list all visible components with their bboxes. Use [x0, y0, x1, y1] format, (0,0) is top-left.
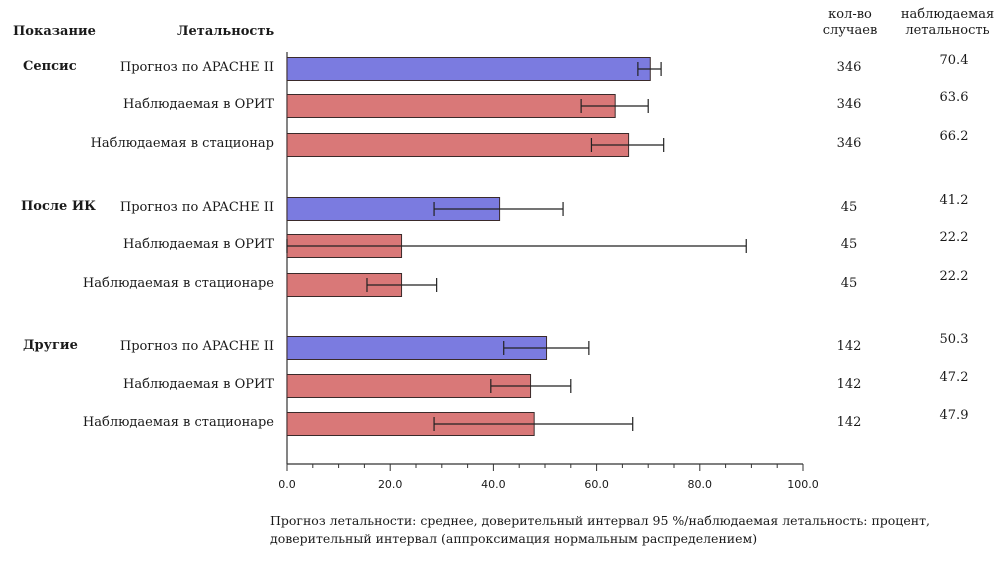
- row-label: Наблюдаемая в ОРИТ: [123, 97, 274, 112]
- row-label: Наблюдаемая в ОРИТ: [123, 377, 274, 392]
- row-label: Наблюдаемая в стационаре: [82, 276, 274, 291]
- x-tick-label: 100.0: [787, 478, 819, 491]
- chart-footnote: Прогноз летальности: среднее, доверитель…: [270, 513, 930, 546]
- group-label: После ИК: [21, 199, 96, 214]
- cases-value: 346: [836, 97, 862, 112]
- cases-value: 142: [836, 377, 862, 392]
- header-cases: кол-во случаев: [822, 7, 878, 38]
- observed-mortality-value: 47.9: [939, 408, 969, 423]
- x-tick-label: 40.0: [481, 478, 506, 491]
- cases-value: 142: [836, 339, 862, 354]
- row-label: Прогноз по APACHE II: [119, 60, 274, 75]
- cases-value: 346: [836, 60, 862, 75]
- row-label: Наблюдаемая в ОРИТ: [123, 237, 274, 252]
- observed-bar: [286, 133, 630, 157]
- predicted-bar: [286, 57, 651, 81]
- observed-bar: [286, 94, 616, 118]
- observed-mortality-value: 66.2: [939, 129, 969, 144]
- cases-value: 142: [836, 415, 862, 430]
- observed-mortality-value: 50.3: [939, 332, 969, 347]
- observed-mortality-value: 47.2: [939, 370, 969, 385]
- row-label: Наблюдаемая в стационаре: [82, 415, 274, 430]
- observed-mortality-value: 63.6: [939, 90, 969, 105]
- observed-mortality-value: 70.4: [939, 53, 969, 68]
- x-tick-label: 20.0: [377, 478, 403, 491]
- group-label: Сепсис: [23, 59, 77, 74]
- header-observed-mortality: наблюдаемая летальность: [900, 7, 995, 38]
- cases-value: 45: [840, 276, 858, 291]
- x-tick-label: 80.0: [687, 478, 713, 491]
- observed-mortality-value: 22.2: [939, 230, 969, 245]
- x-tick-label: 0.0: [278, 478, 296, 491]
- observed-mortality-value: 41.2: [939, 193, 969, 208]
- group-label: Другие: [23, 338, 78, 353]
- header-mortality: Летальность: [177, 24, 275, 39]
- row-label: Прогноз по APACHE II: [119, 339, 274, 354]
- cases-value: 346: [836, 136, 862, 151]
- cases-value: 45: [840, 200, 858, 215]
- header-indication: Показание: [13, 24, 96, 39]
- x-tick-label: 60.0: [584, 478, 609, 491]
- row-label: Прогноз по APACHE II: [119, 200, 274, 215]
- cases-value: 45: [840, 237, 858, 252]
- observed-mortality-value: 22.2: [939, 269, 969, 284]
- row-label: Наблюдаемая в стационар: [90, 136, 274, 151]
